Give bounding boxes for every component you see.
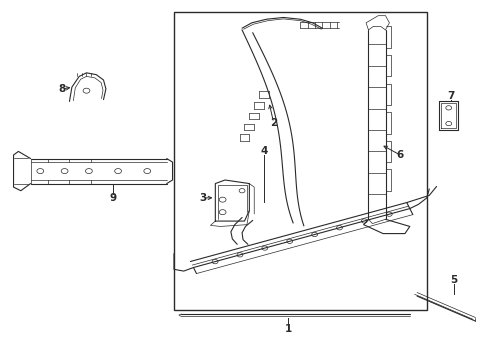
- Text: 4: 4: [260, 147, 267, 157]
- Text: 3: 3: [199, 193, 206, 203]
- Text: 2: 2: [269, 118, 277, 128]
- Text: 9: 9: [109, 193, 117, 203]
- Text: 1: 1: [284, 324, 291, 334]
- Text: 6: 6: [396, 150, 403, 160]
- Text: 7: 7: [447, 91, 454, 101]
- Bar: [174, 12, 426, 310]
- Text: 5: 5: [449, 275, 456, 285]
- Text: 8: 8: [59, 84, 66, 94]
